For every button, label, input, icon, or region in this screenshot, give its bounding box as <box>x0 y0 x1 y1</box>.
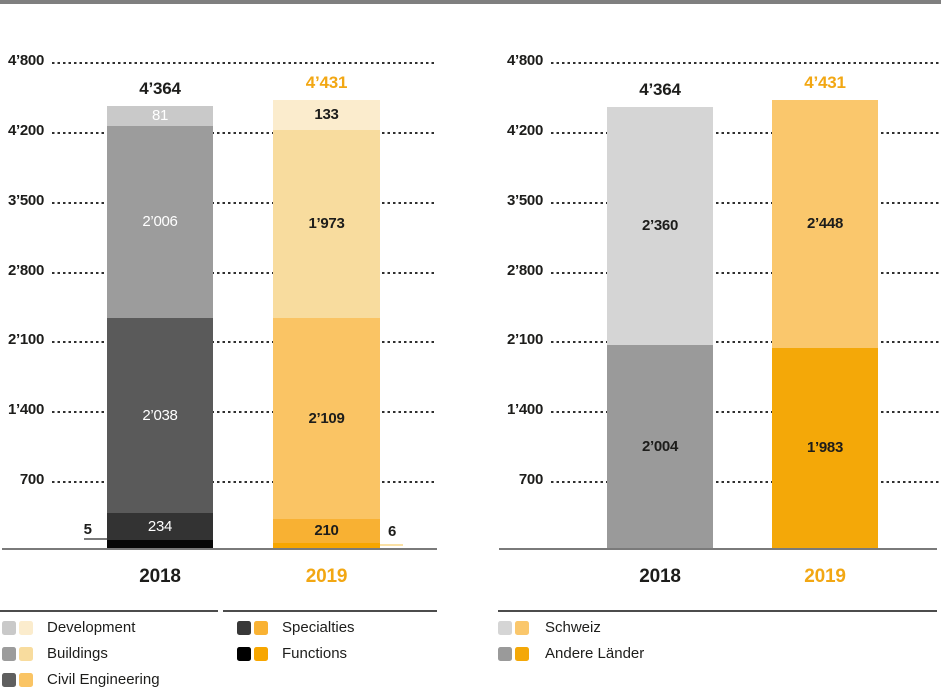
segment-value-label: 210 <box>314 522 339 539</box>
y-axis-tick-label: 4’200 <box>7 122 44 139</box>
x-axis-year-label: 2019 <box>804 566 846 587</box>
legend-divider <box>0 610 218 612</box>
bar-segment-development <box>107 106 213 126</box>
gridline <box>551 341 941 343</box>
legend-swatch-orange <box>19 647 33 661</box>
bar-segment-specialties <box>273 519 380 543</box>
gridline <box>52 341 437 343</box>
gridline <box>52 132 437 134</box>
bar-segment-development <box>273 100 380 130</box>
legend-swatch-orange <box>19 673 33 687</box>
legend-item-label: Civil Engineering <box>47 671 160 688</box>
bar-segment-schweiz <box>772 100 878 348</box>
bar-segment-functions <box>107 540 213 548</box>
legend-swatch-orange <box>254 647 268 661</box>
legend-swatch-gray <box>498 621 512 635</box>
legend-swatch-gray <box>498 647 512 661</box>
tiny-segment-leader-line <box>380 544 403 546</box>
bar-segment-civil-engineering <box>273 318 380 519</box>
segment-value-label: 2’004 <box>641 438 679 455</box>
gridline <box>551 411 941 413</box>
legend-swatch-orange <box>515 621 529 635</box>
legend-swatch-gray <box>2 647 16 661</box>
segment-value-label: 1’973 <box>308 215 345 232</box>
bar-segment-schweiz <box>607 107 713 345</box>
y-axis-tick-label: 3’500 <box>7 192 44 209</box>
legend-divider <box>498 610 937 612</box>
top-border-line <box>0 0 941 4</box>
segment-value-label: 2’109 <box>308 410 345 427</box>
legend-swatch-gray <box>237 621 251 635</box>
y-axis-tick-label: 1’400 <box>506 401 543 418</box>
gridline <box>52 62 437 64</box>
segment-value-label: 2’038 <box>142 407 178 424</box>
legend-item-label: Schweiz <box>545 619 601 636</box>
x-axis-line <box>499 548 937 550</box>
gridline <box>52 411 437 413</box>
bar-total-label: 4’364 <box>139 79 181 98</box>
bar-segment-buildings <box>107 126 213 318</box>
bar-segment-buildings <box>273 130 380 318</box>
tiny-segment-leader-line <box>84 538 107 540</box>
bar-total-label: 4’364 <box>639 80 681 99</box>
x-axis-year-label: 2018 <box>639 566 681 587</box>
segment-value-label: 133 <box>314 106 339 123</box>
y-axis-tick-label: 3’500 <box>506 192 543 209</box>
legend-item-label: Andere Länder <box>545 645 645 662</box>
legend-item-label: Specialties <box>282 619 355 636</box>
x-axis-year-label: 2018 <box>139 566 181 587</box>
legend-swatch-orange <box>19 621 33 635</box>
tiny-segment-value-label: 6 <box>388 523 397 540</box>
y-axis-tick-label: 4’800 <box>7 52 44 69</box>
y-axis-tick-label: 2’800 <box>7 262 44 279</box>
bar-segment-civil-engineering <box>107 318 213 513</box>
y-axis-tick-label: 1’400 <box>7 401 44 418</box>
bar-segment-andere-laender <box>607 345 713 548</box>
segment-value-label: 1’983 <box>806 439 844 456</box>
legend-swatch-gray <box>237 647 251 661</box>
segment-value-label: 81 <box>151 107 169 124</box>
bar-segment-specialties <box>107 513 213 540</box>
segment-value-label: 2’448 <box>806 215 844 232</box>
gridline <box>551 481 941 483</box>
y-axis-tick-label: 700 <box>518 471 543 488</box>
gridline <box>52 481 437 483</box>
x-axis-line <box>2 548 437 550</box>
bar-total-label: 4’431 <box>804 73 846 92</box>
bar-total-label: 4’431 <box>305 73 348 92</box>
y-axis-tick-label: 700 <box>19 471 44 488</box>
segment-value-label: 234 <box>147 518 173 535</box>
gridline <box>52 202 437 204</box>
bar-segment-andere-laender <box>772 348 878 548</box>
gridline <box>551 202 941 204</box>
segment-value-label: 2’006 <box>142 213 178 230</box>
gridline <box>52 272 437 274</box>
legend-item-label: Functions <box>282 645 348 662</box>
y-axis-tick-label: 2’800 <box>506 262 543 279</box>
segment-value-label: 2’360 <box>641 217 679 234</box>
gridline <box>551 272 941 274</box>
legend-divider <box>223 610 437 612</box>
legend-item-label: Development <box>47 619 136 636</box>
x-axis-year-label: 2019 <box>305 566 348 587</box>
legend-swatch-gray <box>2 621 16 635</box>
legend-swatch-gray <box>2 673 16 687</box>
gridline <box>551 62 941 64</box>
y-axis-tick-label: 2’100 <box>506 331 543 348</box>
legend-swatch-orange <box>254 621 268 635</box>
legend-item-label: Buildings <box>47 645 108 662</box>
legend-swatch-orange <box>515 647 529 661</box>
gridline <box>551 132 941 134</box>
tiny-segment-value-label: 5 <box>83 521 92 538</box>
y-axis-tick-label: 4’200 <box>506 122 543 139</box>
y-axis-tick-label: 4’800 <box>506 52 543 69</box>
bar-segment-functions <box>273 543 380 548</box>
y-axis-tick-label: 2’100 <box>7 331 44 348</box>
